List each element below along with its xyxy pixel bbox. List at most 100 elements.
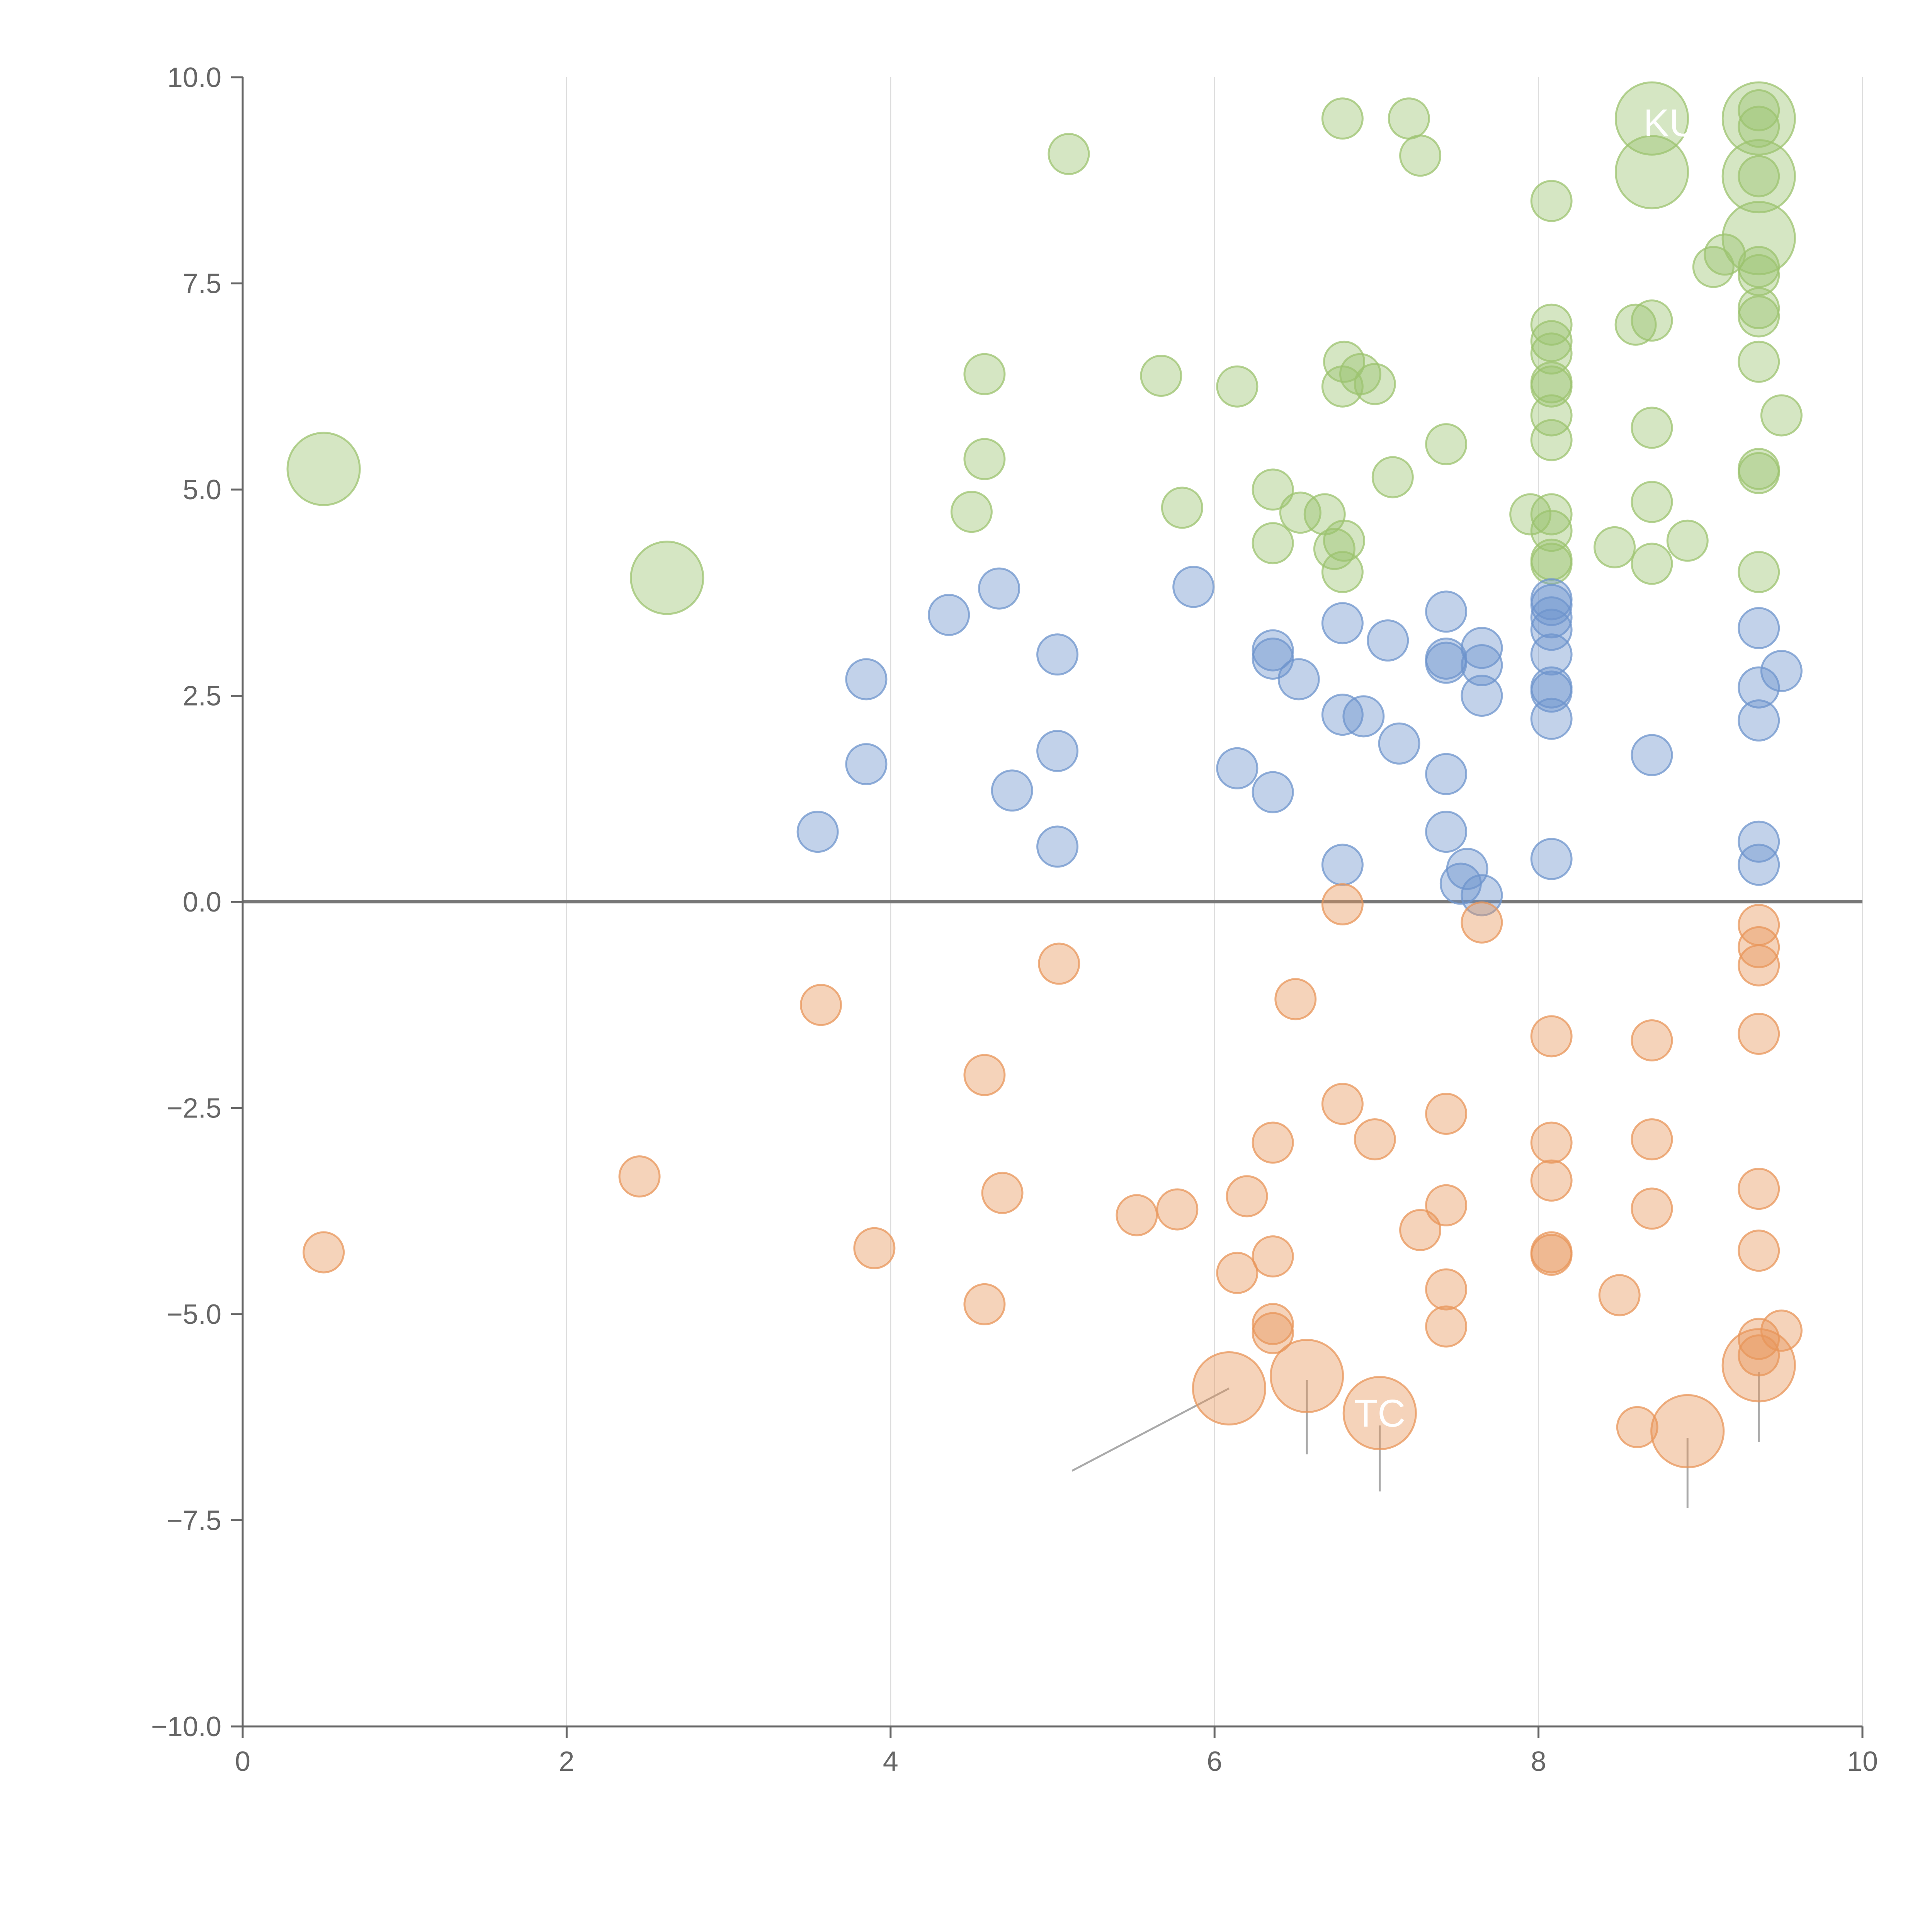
orange-bubble-15: [1252, 1303, 1294, 1345]
y-tick-label-6: −5.0: [167, 1299, 221, 1330]
green-bubble-27: [1614, 303, 1657, 346]
x-tick-label-3: 6: [1207, 1746, 1222, 1777]
green-bubble-25: [1738, 551, 1780, 593]
green-bubble-56: [1161, 486, 1203, 529]
green-bubble-35: [1530, 332, 1573, 375]
orange-bubble-1: [618, 1155, 661, 1198]
bubble-labels: TC KUR: [1354, 101, 1725, 1435]
green-bubble-20: [1738, 295, 1780, 338]
blue-bubble-19: [1367, 619, 1409, 662]
blue-bubble-17: [1321, 844, 1364, 886]
orange-bubble-35: [1616, 1406, 1658, 1448]
orange-bubble-16: [1252, 1312, 1294, 1354]
blue-bubble-40: [1530, 838, 1573, 880]
green-bubble-5: [1399, 134, 1442, 177]
orange-bubble-0: [303, 1231, 345, 1274]
green-bubble-41: [1530, 510, 1573, 552]
green-bubble-59: [1279, 492, 1321, 534]
y-tick-label-3: 2.5: [183, 681, 221, 712]
green-bubble-1: [630, 541, 704, 615]
blue-bubble-8: [1036, 825, 1079, 868]
orange-bubble-39: [1650, 1394, 1725, 1469]
blue-bubble-0: [796, 811, 839, 853]
blue-bubble-23: [1425, 641, 1468, 684]
y-tick-label-2: 5.0: [183, 474, 221, 505]
green-bubble-49: [1321, 365, 1364, 408]
green-bubble-45: [1425, 423, 1468, 466]
blue-bubble-35: [1530, 609, 1573, 651]
orange-bubble-45: [1738, 1230, 1780, 1272]
blue-bubble-34: [1530, 596, 1573, 639]
green-bubble-0: [286, 432, 361, 506]
orange-bubble-10: [1192, 1351, 1267, 1426]
blue-bubble-3: [928, 594, 970, 636]
orange-bubble-13: [1252, 1121, 1294, 1164]
orange-bubble-27: [1425, 1305, 1468, 1348]
orange-bubble-2: [800, 984, 842, 1026]
green-bubble-37: [1530, 365, 1573, 408]
green-bubble-13: [1738, 105, 1780, 148]
blue-bubble-44: [1738, 699, 1780, 742]
orange-bubble-38: [1631, 1187, 1673, 1230]
blue-bubble-41: [1631, 734, 1673, 776]
orange-bubble-36: [1631, 1019, 1673, 1062]
blue-bubble-14: [1277, 658, 1320, 701]
green-bubble-54: [963, 438, 1006, 480]
orange-bubble-25: [1425, 1184, 1468, 1226]
blue-bubble-46: [1738, 844, 1780, 886]
orange-bubble-49: [1760, 1310, 1803, 1352]
blue-bubble-12: [1252, 637, 1294, 680]
green-bubble-21: [1738, 340, 1780, 383]
green-bubble-58: [1252, 522, 1294, 565]
bubble-label-1: KUR: [1643, 101, 1725, 145]
bubbles: [286, 81, 1803, 1469]
blue-bubble-29: [1461, 644, 1503, 687]
blue-bubble-18: [1342, 695, 1385, 738]
orange-bubble-4: [963, 1054, 1006, 1096]
green-bubble-3: [1321, 97, 1364, 140]
blue-bubble-39: [1530, 697, 1573, 740]
blue-bubble-42: [1738, 607, 1780, 650]
blue-bubble-20: [1378, 722, 1420, 765]
green-bubble-18: [1738, 254, 1780, 296]
blue-bubble-45: [1738, 820, 1780, 863]
blue-bubble-28: [1461, 627, 1503, 669]
orange-bubble-21: [1354, 1118, 1396, 1161]
orange-bubble-5: [981, 1172, 1024, 1214]
green-bubble-52: [1140, 355, 1182, 397]
blue-bubble-1: [845, 743, 888, 786]
orange-bubble-26: [1425, 1268, 1468, 1311]
orange-bubble-11: [1216, 1252, 1259, 1294]
orange-bubble-22: [1342, 1376, 1417, 1451]
x-tick-label-4: 8: [1531, 1746, 1546, 1777]
orange-bubble-18: [1270, 1338, 1344, 1413]
green-bubble-62: [1313, 528, 1355, 570]
orange-bubble-48: [1721, 1328, 1796, 1403]
y-tick-label-1: 7.5: [183, 269, 221, 299]
blue-bubble-13: [1252, 771, 1294, 813]
orange-bubble-31: [1530, 1159, 1573, 1202]
orange-bubble-29: [1530, 1015, 1573, 1058]
green-bubble-33: [1530, 303, 1573, 346]
green-bubble-4: [1388, 97, 1430, 140]
blue-bubble-21: [1425, 590, 1468, 633]
green-bubble-6: [1530, 180, 1573, 222]
blue-bubble-43: [1738, 666, 1780, 709]
bubble-label-0: TC: [1354, 1392, 1405, 1435]
blue-bubble-24: [1425, 753, 1468, 795]
green-bubble-30: [1631, 543, 1673, 585]
blue-bubble-16: [1321, 694, 1364, 736]
blue-bubble-7: [1036, 730, 1079, 772]
green-bubble-26: [1631, 299, 1673, 342]
green-bubble-38: [1530, 394, 1573, 437]
orange-bubble-24: [1425, 1092, 1468, 1135]
green-bubble-24: [1738, 448, 1780, 490]
x-tick-label-0: 0: [235, 1746, 250, 1777]
y-tick-label-8: −10.0: [151, 1711, 221, 1742]
y-tick-label-0: 10.0: [167, 62, 221, 93]
green-bubble-15: [1692, 246, 1735, 288]
green-bubble-28: [1631, 406, 1673, 449]
x-tick-label-1: 2: [559, 1746, 574, 1777]
y-axis-ticks: 10.0 7.5 5.0 2.5 0.0 −2.5 −5.0 −7.5 −10.0: [151, 62, 243, 1742]
green-bubble-50: [1354, 363, 1396, 405]
